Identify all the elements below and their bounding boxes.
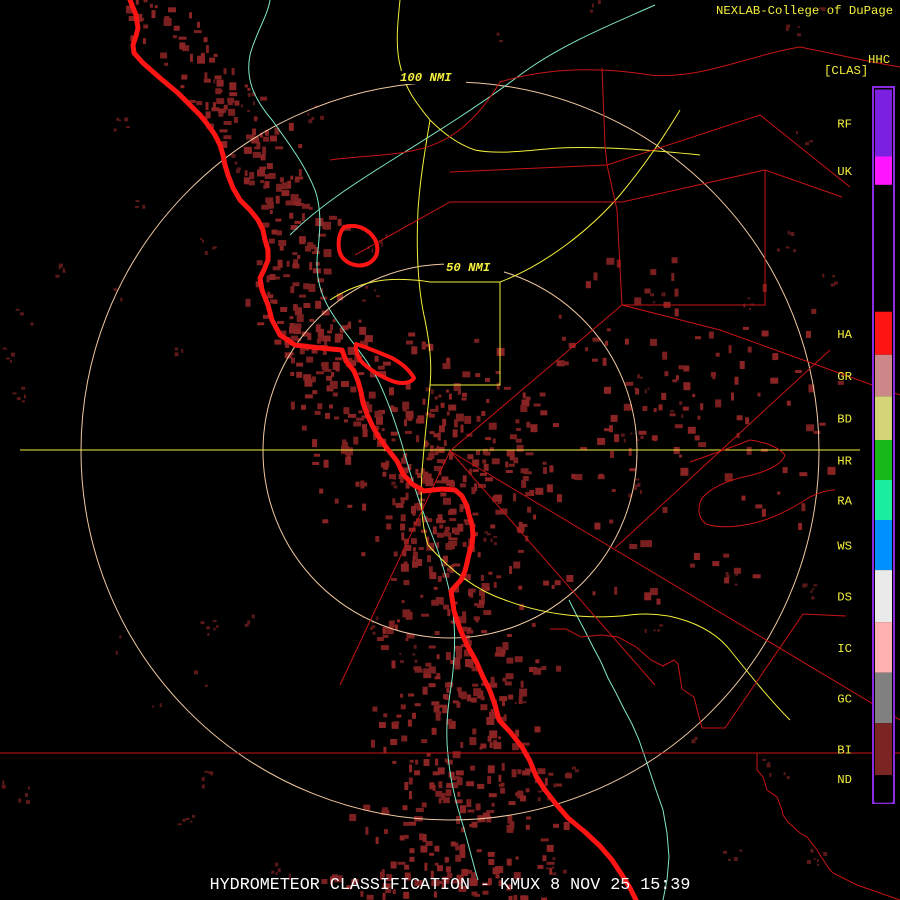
svg-text:RA: RA xyxy=(837,495,852,509)
svg-text:HA: HA xyxy=(837,328,852,342)
svg-text:100 NMI: 100 NMI xyxy=(400,71,452,85)
svg-text:RF: RF xyxy=(837,118,852,132)
svg-text:DS: DS xyxy=(837,591,852,605)
svg-text:HHC: HHC xyxy=(868,53,890,67)
svg-text:HR: HR xyxy=(837,455,852,469)
svg-text:BI: BI xyxy=(837,744,852,758)
svg-text:GC: GC xyxy=(837,693,852,707)
svg-text:GR: GR xyxy=(837,370,852,384)
svg-text:UK: UK xyxy=(837,165,852,179)
svg-text:[CLAS]: [CLAS] xyxy=(824,64,868,78)
svg-text:BD: BD xyxy=(837,413,852,427)
svg-text:NEXLAB-College of DuPage R: NEXLAB-College of DuPage R xyxy=(716,4,900,18)
svg-text:WS: WS xyxy=(837,540,852,554)
svg-text:ND: ND xyxy=(837,773,852,787)
svg-text:IC: IC xyxy=(837,642,852,656)
svg-text:50 NMI: 50 NMI xyxy=(446,261,491,275)
svg-text:HYDROMETEOR CLASSIFICATION - K: HYDROMETEOR CLASSIFICATION - KMUX 8 NOV … xyxy=(210,876,691,895)
